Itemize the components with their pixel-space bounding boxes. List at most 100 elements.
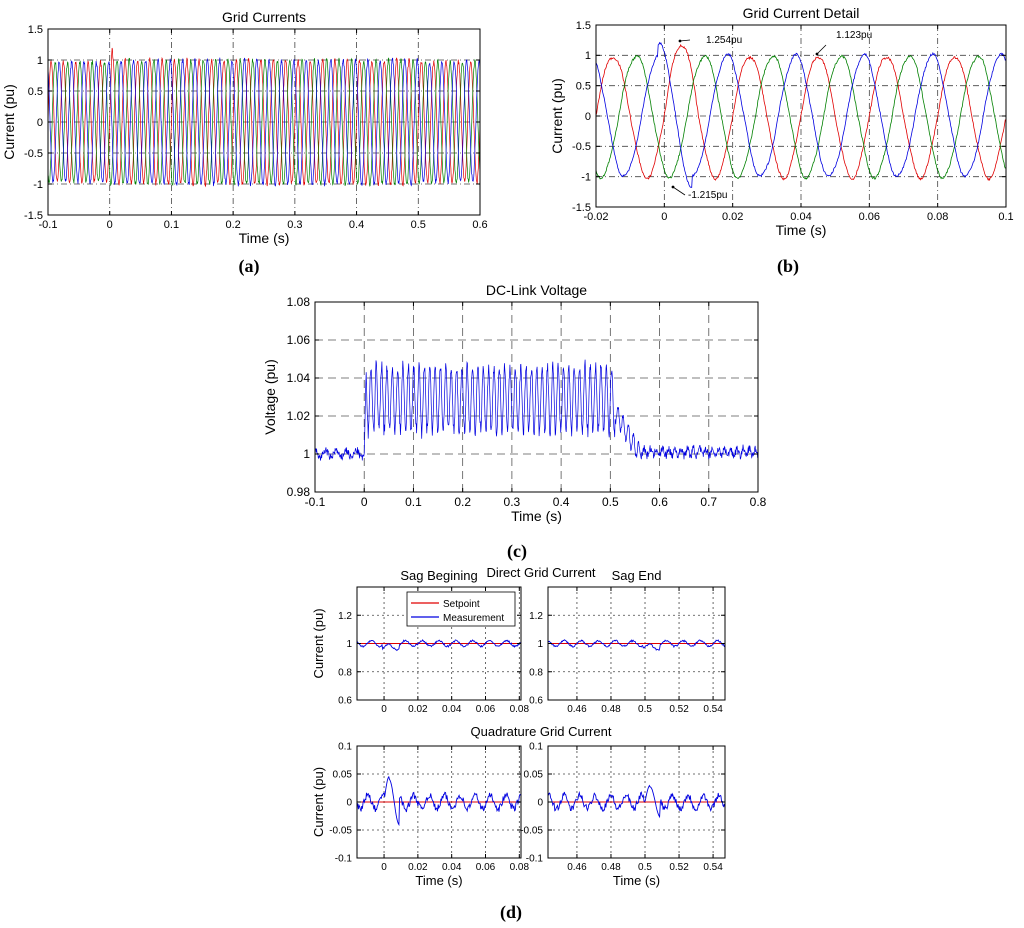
x-tick-label: 0.6 (651, 495, 668, 509)
y-tick-label: -0.05 (329, 826, 352, 837)
annotation-label: 1.254pu (706, 35, 742, 46)
x-tick-label: 0.48 (601, 862, 621, 873)
legend: Setpoint Measurement (406, 591, 516, 627)
annotation-arrow (672, 186, 686, 196)
x-tick-label: 0.52 (669, 704, 689, 715)
panel-label-b: (b) (777, 256, 799, 277)
y-tick-label: 1.2 (529, 611, 543, 622)
x-tick-label: 0.6 (472, 219, 487, 231)
plot-area-d1 (357, 639, 521, 652)
x-tick-label: 0.3 (504, 495, 521, 509)
series-line-dc-link (315, 359, 758, 461)
y-tick-label: -0.1 (335, 854, 353, 865)
x-tick-label: 0.5 (638, 704, 652, 715)
y-tick-label: -0.05 (520, 826, 543, 837)
x-axis-label: Time (s) (415, 873, 462, 888)
plot-area-d2 (548, 639, 725, 652)
y-tick-label: 1 (303, 447, 310, 461)
y-tick-label: -0.1 (526, 854, 544, 865)
annotation-label: -1.215pu (688, 190, 727, 201)
series-line-measurement (357, 639, 521, 652)
x-axis-label: Time (s) (776, 222, 827, 238)
y-tick-label: 0.6 (529, 696, 543, 707)
y-tick-label: 1.5 (28, 24, 43, 36)
group-title: Quadrature Grid Current (471, 724, 612, 739)
x-tick-label: 0 (107, 219, 113, 231)
x-axis-label: Time (s) (613, 873, 660, 888)
y-tick-label: 1.02 (287, 409, 311, 423)
y-tick-label: 1.06 (287, 333, 311, 347)
panel-label-c: (c) (507, 541, 527, 562)
y-tick-label: 1 (585, 50, 591, 62)
axes-d3: 0 0.02 0.04 0.06 0.08 -0.1 -0.05 0 0.05 0.1 Time (… (311, 742, 529, 889)
legend-box (406, 591, 516, 627)
plot-area-d4 (548, 784, 725, 819)
x-tick-label: 0.04 (442, 862, 462, 873)
group-title: Direct Grid Current (486, 565, 595, 580)
x-tick-label: 0.4 (349, 219, 364, 231)
x-tick-label: 0.1 (164, 219, 179, 231)
y-tick-label: 0.1 (529, 742, 543, 753)
x-tick-label: 0.54 (703, 704, 723, 715)
annotation-arrow-head (815, 52, 819, 56)
y-tick-label: -1 (33, 179, 43, 191)
chart-title: Sag End (612, 568, 662, 583)
legend-entry-label: Setpoint (443, 599, 480, 610)
y-tick-label: 0.05 (333, 770, 353, 781)
x-tick-label: 0.7 (700, 495, 717, 509)
y-tick-label: 1.5 (576, 20, 591, 32)
chart-title: DC-Link Voltage (486, 282, 587, 298)
x-tick-label: 0.02 (408, 862, 428, 873)
axes-b: -0.02 0 0.02 0.04 0.06 0.08 0.1 -1.5 -1 -0.5 0 0.5 1… (549, 5, 1014, 238)
legend-entry-label: Measurement (443, 613, 504, 624)
x-tick-label: 0 (381, 862, 387, 873)
axes-c: -0.1 0 0.1 0.2 0.3 0.4 0.5 0.6 0.7 0.8 0.98 1 1.02 1.… (262, 282, 767, 524)
x-tick-label: -0.1 (305, 495, 326, 509)
x-tick-label: 0 (381, 704, 387, 715)
x-tick-label: 0.04 (790, 211, 811, 223)
x-tick-label: 0.46 (567, 862, 587, 873)
x-tick-label: 0.52 (669, 862, 689, 873)
y-tick-label: -1.5 (24, 210, 43, 222)
y-tick-label: 0.5 (28, 86, 43, 98)
y-tick-label: -0.5 (24, 148, 43, 160)
y-tick-label: 1 (346, 639, 352, 650)
y-axis-label: Voltage (pu) (262, 359, 278, 435)
x-tick-label: 0.06 (859, 211, 880, 223)
y-tick-label: -1.5 (572, 202, 591, 214)
x-tick-label: 0.5 (638, 862, 652, 873)
y-tick-label: -1 (581, 172, 591, 184)
y-tick-label: 0.8 (529, 667, 543, 678)
annotation-arrow (816, 44, 827, 55)
axes-frame (314, 301, 759, 493)
y-tick-label: 0 (537, 798, 543, 809)
x-tick-label: 0.06 (476, 862, 496, 873)
y-tick-label: 0 (37, 117, 43, 129)
y-tick-label: 1 (537, 639, 543, 650)
series-line-measurement (548, 639, 725, 652)
y-tick-label: 1.08 (287, 295, 311, 309)
x-axis-label: Time (s) (239, 230, 290, 246)
x-tick-label: 0 (661, 211, 667, 223)
y-tick-label: 0.6 (338, 696, 352, 707)
series-line-measurement (357, 775, 521, 827)
plot-area-a (48, 47, 480, 188)
x-tick-label: 0.3 (287, 219, 302, 231)
chart-title: Grid Current Detail (743, 5, 860, 21)
y-tick-label: 0.8 (338, 667, 352, 678)
x-tick-label: 0.5 (602, 495, 619, 509)
annotation-label: 1.123pu (836, 30, 872, 41)
y-tick-label: 1.04 (287, 371, 311, 385)
plot-area-c (315, 359, 758, 461)
x-tick-label: 0.54 (703, 862, 723, 873)
x-tick-label: 0.08 (510, 704, 530, 715)
x-tick-label: 0.8 (750, 495, 767, 509)
annotation-arrow-head (671, 185, 675, 189)
series-line-phase-1 (48, 47, 480, 188)
y-axis-label: Current (pu) (311, 767, 326, 837)
y-tick-label: 1 (37, 55, 43, 67)
axes-d1: 0 0.02 0.04 0.06 0.08 0.6 0.8 1 1.2 Sag Begining C… (311, 568, 529, 715)
x-axis-label: Time (s) (511, 508, 562, 524)
x-tick-label: 0.04 (442, 704, 462, 715)
